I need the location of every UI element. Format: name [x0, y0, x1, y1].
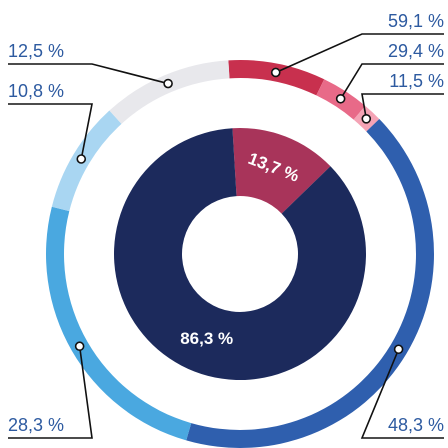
leader-dot: [335, 93, 346, 104]
inner-segment: [114, 128, 366, 380]
outer-segment: [51, 110, 122, 212]
outer-label: 11,5 %: [389, 71, 444, 91]
leader-line: [8, 63, 169, 85]
outer-label: 59,1 %: [388, 11, 444, 31]
outer-label: 10,8 %: [8, 81, 64, 101]
leader-line: [339, 63, 444, 100]
leader-dot: [163, 78, 173, 89]
outer-label: 12,5 %: [8, 41, 64, 61]
outer-label: 29,4 %: [388, 41, 444, 61]
outer-label: 28,3 %: [8, 415, 64, 435]
outer-segment: [45, 206, 192, 441]
leader-dot: [76, 154, 87, 164]
inner-label: 86,3 %: [180, 329, 233, 348]
leader-line: [8, 346, 93, 439]
leader-line: [361, 93, 444, 119]
leader-dot: [270, 67, 281, 78]
leader-dot: [393, 344, 404, 355]
leader-dot: [74, 341, 85, 352]
outer-label: 48,3 %: [388, 415, 444, 435]
outer-segment: [109, 60, 230, 124]
leader-line: [8, 103, 93, 160]
outer-segment: [228, 59, 325, 96]
inner-segment: [232, 128, 331, 214]
leader-line: [275, 33, 444, 74]
leader-line: [360, 348, 444, 439]
leader-dot: [361, 114, 372, 124]
